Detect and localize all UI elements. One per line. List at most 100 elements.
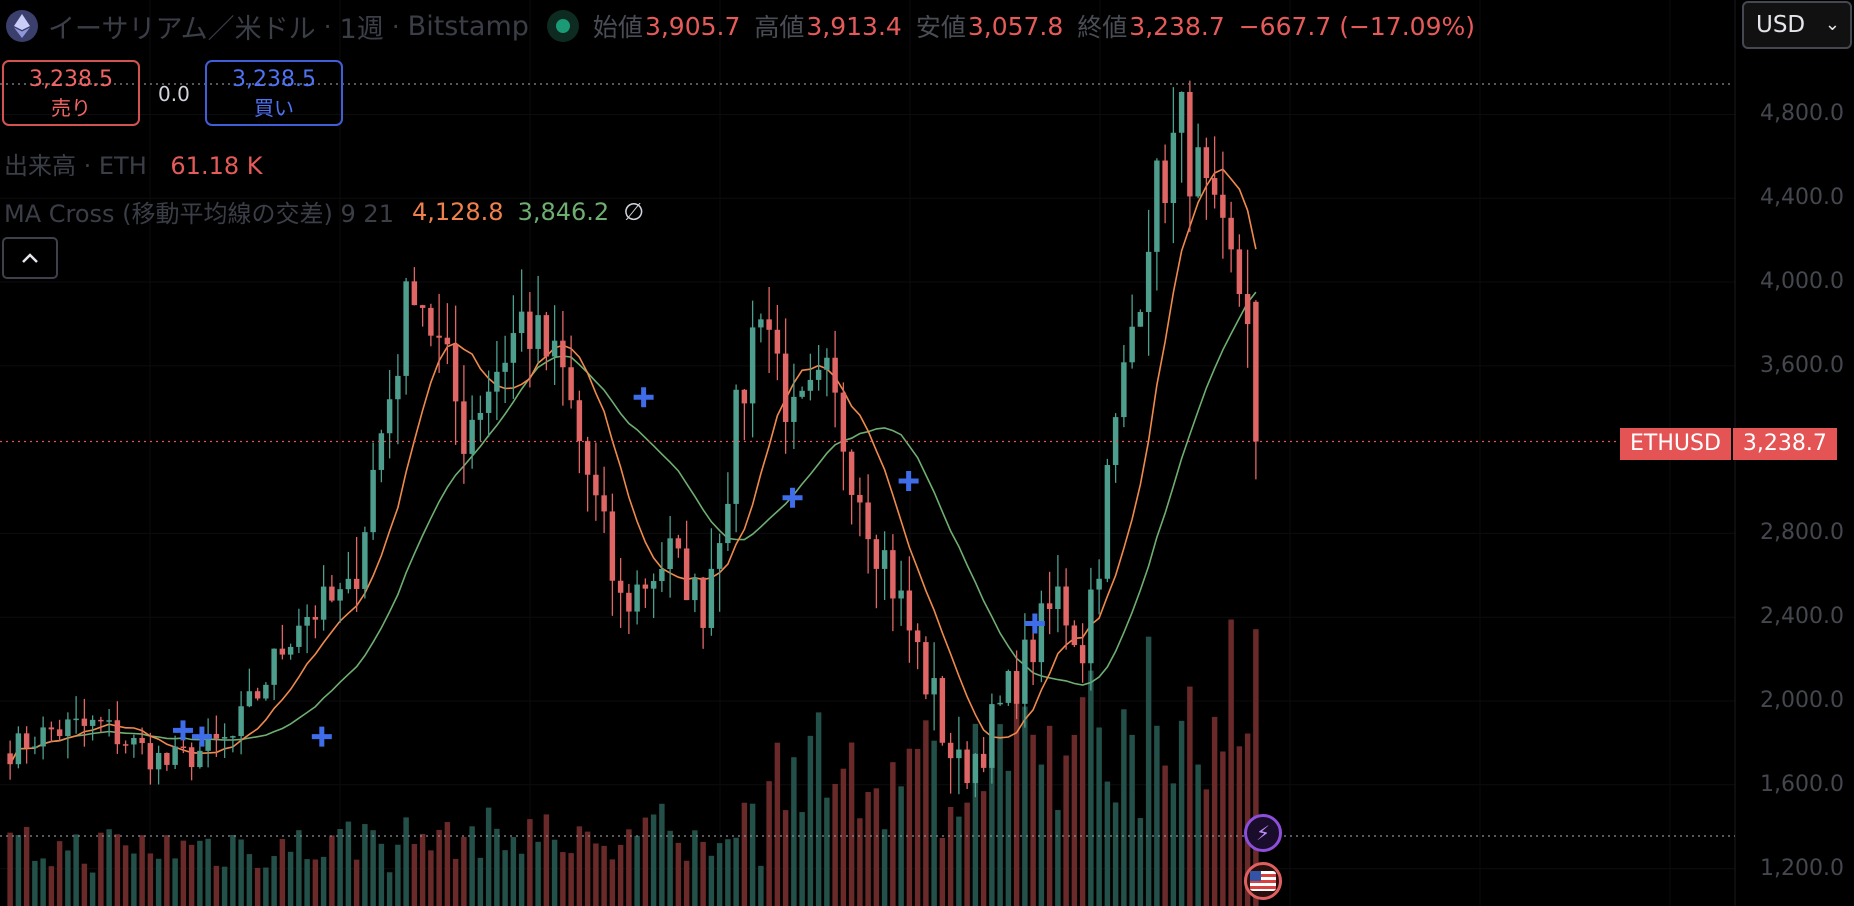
moving-average-lines (9, 168, 1257, 765)
volume-bar (428, 850, 434, 906)
buy-button[interactable]: 3,238.5 買い (205, 60, 343, 126)
volume-bar (997, 724, 1003, 906)
volume-bar (403, 817, 409, 906)
volume-label: 出来高 · ETH (4, 152, 147, 180)
candle-body (502, 362, 508, 372)
volume-bar (914, 748, 921, 906)
volume-bar (675, 842, 682, 906)
volume-bar (1071, 734, 1078, 906)
volume-bar (1170, 783, 1177, 906)
candle-body (403, 281, 409, 376)
close-label: 終値 (1077, 13, 1128, 42)
volume-bar (972, 723, 979, 906)
candle-body (700, 577, 706, 628)
ma-cross-marker (172, 720, 193, 741)
volume-bar (1112, 802, 1119, 906)
lightning-event-icon[interactable]: ⚡ (1244, 814, 1282, 852)
candle-body (807, 379, 814, 391)
candle-body (931, 678, 937, 695)
price-axis-label: 2,000.0 (1760, 687, 1844, 713)
volume-bar (774, 742, 781, 906)
volume-bar (353, 859, 360, 906)
volume-bar (139, 835, 145, 906)
volume-bar (1253, 629, 1259, 906)
volume-bar (947, 806, 954, 906)
ethereum-icon (6, 10, 38, 42)
candle-body (221, 737, 228, 739)
candle-body (1079, 645, 1086, 664)
candle-body (205, 733, 211, 751)
volume-bar (320, 856, 327, 906)
candle-body (304, 617, 310, 626)
candle-body (667, 538, 673, 570)
volume-bar (7, 832, 13, 906)
candle-body (1030, 639, 1036, 663)
volume-bar (180, 840, 187, 906)
candle-body (32, 746, 38, 749)
symbol-header: イーサリアム／米ドル · 1週 · Bitstamp 始値 3,905.7 高値… (0, 6, 1475, 46)
volume-bar (15, 835, 22, 906)
candle-body (716, 543, 723, 569)
us-flag-event-icon[interactable] (1244, 862, 1282, 900)
candle-body (89, 719, 96, 726)
volume-bar (411, 844, 418, 906)
market-status-icon[interactable] (546, 10, 579, 42)
sell-button[interactable]: 3,238.5 売り (2, 60, 140, 126)
volume-bars (7, 619, 1259, 906)
volume-bar (576, 826, 583, 906)
candle-body (642, 584, 649, 589)
candle-body (271, 648, 277, 685)
candle-body (1104, 465, 1111, 579)
volume-bar (939, 837, 946, 906)
candle-body (73, 718, 79, 721)
chevron-down-icon: ⌄ (1824, 14, 1840, 35)
candle-body (560, 340, 566, 368)
candle-body (386, 399, 393, 434)
interval-label[interactable]: 1週 (339, 13, 384, 45)
ma-cross-marker (633, 387, 654, 408)
volume-bar (807, 735, 814, 906)
open-label: 始値 (592, 13, 643, 42)
volume-bar (164, 835, 170, 906)
volume-bar (296, 830, 302, 906)
candle-body (65, 719, 71, 737)
symbol-title[interactable]: イーサリアム／米ドル (48, 13, 316, 45)
candle-body (370, 469, 376, 533)
candle-body (1253, 301, 1259, 442)
volume-bar (337, 828, 343, 906)
candle-body (1013, 671, 1020, 704)
volume-bar (1187, 686, 1193, 906)
candle-body (147, 743, 154, 770)
volume-legend[interactable]: 出来高 · ETH 61.18 K (4, 146, 262, 181)
volume-bar (131, 853, 137, 906)
candle-body (1236, 249, 1243, 295)
candle-body (617, 580, 624, 593)
candle-body (362, 532, 368, 589)
volume-bar (155, 858, 162, 906)
volume-bar (238, 839, 244, 906)
exchange-label: Bitstamp (407, 10, 529, 42)
last-price-tag: ETHUSD 3,238.7 (1620, 428, 1837, 460)
volume-bar (667, 830, 673, 906)
volume-bar (502, 850, 508, 906)
currency-select[interactable]: USD ⌄ (1742, 1, 1852, 49)
volume-bar (461, 836, 467, 906)
volume-bar (642, 817, 649, 906)
volume-bar (650, 814, 657, 906)
volume-bar (881, 829, 888, 906)
ma-cross-legend[interactable]: MA Cross (移動平均線の交差) 9 21 4,128.8 3,846.2… (4, 194, 644, 229)
volume-bar (106, 829, 112, 906)
candle-body (1170, 132, 1177, 204)
volume-bar (890, 762, 896, 906)
candle-body (23, 733, 30, 749)
volume-bar (1211, 716, 1218, 906)
candle-body (230, 736, 236, 738)
candle-body (881, 550, 888, 569)
volume-bar (1038, 764, 1045, 906)
candle-body (15, 733, 22, 765)
volume-bar (725, 839, 731, 906)
collapse-legend-button[interactable] (2, 237, 58, 279)
candle-body (914, 630, 921, 643)
candle-body (634, 584, 640, 612)
